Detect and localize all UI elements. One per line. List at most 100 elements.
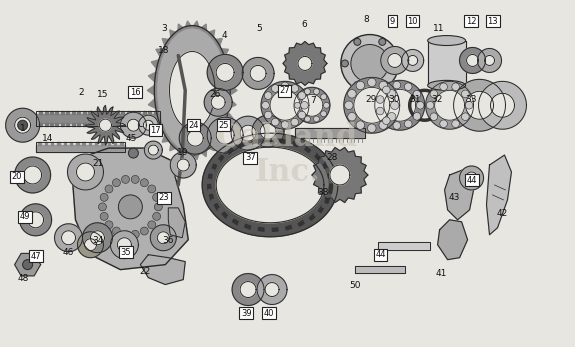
Circle shape — [105, 185, 113, 193]
Text: 38: 38 — [317, 188, 329, 197]
Text: Oakland
Inc.: Oakland Inc. — [216, 122, 358, 188]
Circle shape — [382, 117, 390, 125]
Polygon shape — [261, 82, 309, 129]
Polygon shape — [286, 140, 292, 145]
Polygon shape — [270, 90, 300, 120]
Circle shape — [342, 60, 348, 67]
Polygon shape — [490, 93, 515, 117]
Text: 46: 46 — [63, 248, 74, 257]
Circle shape — [321, 94, 327, 100]
Polygon shape — [162, 39, 171, 48]
Circle shape — [379, 39, 386, 45]
Circle shape — [305, 116, 310, 122]
Polygon shape — [216, 126, 234, 144]
Circle shape — [113, 179, 120, 187]
Polygon shape — [214, 160, 220, 166]
Circle shape — [416, 101, 424, 109]
Polygon shape — [148, 71, 158, 84]
Polygon shape — [240, 125, 256, 141]
Circle shape — [128, 148, 139, 158]
Circle shape — [264, 92, 272, 99]
Polygon shape — [187, 130, 203, 146]
Polygon shape — [298, 144, 305, 150]
Circle shape — [98, 203, 106, 211]
Polygon shape — [325, 197, 330, 203]
Polygon shape — [227, 71, 236, 84]
Polygon shape — [459, 48, 485, 74]
Polygon shape — [214, 204, 220, 210]
Text: 48: 48 — [18, 274, 29, 283]
Polygon shape — [211, 95, 225, 109]
Polygon shape — [327, 171, 331, 178]
Polygon shape — [147, 84, 156, 96]
Circle shape — [291, 118, 298, 126]
Polygon shape — [120, 112, 147, 138]
Polygon shape — [330, 165, 350, 185]
Circle shape — [152, 193, 160, 201]
Circle shape — [452, 120, 459, 128]
Polygon shape — [298, 220, 305, 226]
Polygon shape — [265, 228, 271, 231]
Polygon shape — [319, 206, 324, 212]
Polygon shape — [309, 214, 316, 220]
Polygon shape — [28, 212, 44, 228]
Circle shape — [281, 121, 289, 128]
Polygon shape — [209, 169, 214, 176]
Polygon shape — [207, 30, 214, 40]
Text: 41: 41 — [435, 269, 447, 278]
Polygon shape — [170, 30, 178, 40]
Polygon shape — [219, 122, 228, 132]
Circle shape — [313, 88, 319, 94]
Circle shape — [113, 227, 120, 235]
Circle shape — [298, 92, 306, 99]
Circle shape — [324, 102, 329, 108]
Text: 47: 47 — [31, 252, 41, 261]
Text: 1: 1 — [20, 124, 25, 133]
Polygon shape — [438, 220, 467, 260]
Circle shape — [354, 39, 361, 45]
Polygon shape — [128, 119, 139, 131]
Text: 10: 10 — [407, 17, 418, 26]
Polygon shape — [265, 282, 279, 296]
Polygon shape — [148, 97, 158, 109]
Polygon shape — [224, 110, 233, 121]
Text: 36: 36 — [163, 236, 174, 245]
Polygon shape — [466, 91, 493, 119]
Polygon shape — [156, 49, 166, 59]
Circle shape — [388, 112, 396, 121]
Polygon shape — [6, 108, 40, 142]
Polygon shape — [222, 212, 228, 219]
Polygon shape — [294, 87, 330, 123]
Text: 17: 17 — [150, 126, 161, 135]
Polygon shape — [227, 97, 236, 109]
Polygon shape — [279, 227, 285, 231]
Circle shape — [462, 90, 469, 98]
Polygon shape — [207, 54, 243, 90]
Polygon shape — [265, 138, 271, 142]
Circle shape — [348, 112, 356, 121]
Polygon shape — [151, 59, 161, 71]
Polygon shape — [304, 146, 310, 152]
Polygon shape — [260, 123, 276, 139]
Circle shape — [148, 221, 156, 229]
Polygon shape — [292, 142, 298, 147]
Circle shape — [154, 203, 162, 211]
Polygon shape — [209, 194, 214, 201]
Text: 39: 39 — [241, 309, 251, 318]
Polygon shape — [67, 154, 104, 190]
Circle shape — [148, 185, 156, 193]
Circle shape — [18, 120, 28, 130]
Text: 30: 30 — [388, 95, 400, 104]
Polygon shape — [208, 185, 211, 191]
Polygon shape — [144, 141, 162, 159]
Polygon shape — [82, 223, 113, 253]
Polygon shape — [216, 64, 234, 81]
Circle shape — [262, 101, 269, 109]
Text: 25: 25 — [218, 121, 228, 130]
Circle shape — [294, 102, 301, 108]
Circle shape — [121, 230, 129, 238]
Polygon shape — [466, 54, 478, 66]
Polygon shape — [193, 21, 200, 29]
Circle shape — [297, 111, 303, 117]
Polygon shape — [202, 133, 338, 237]
